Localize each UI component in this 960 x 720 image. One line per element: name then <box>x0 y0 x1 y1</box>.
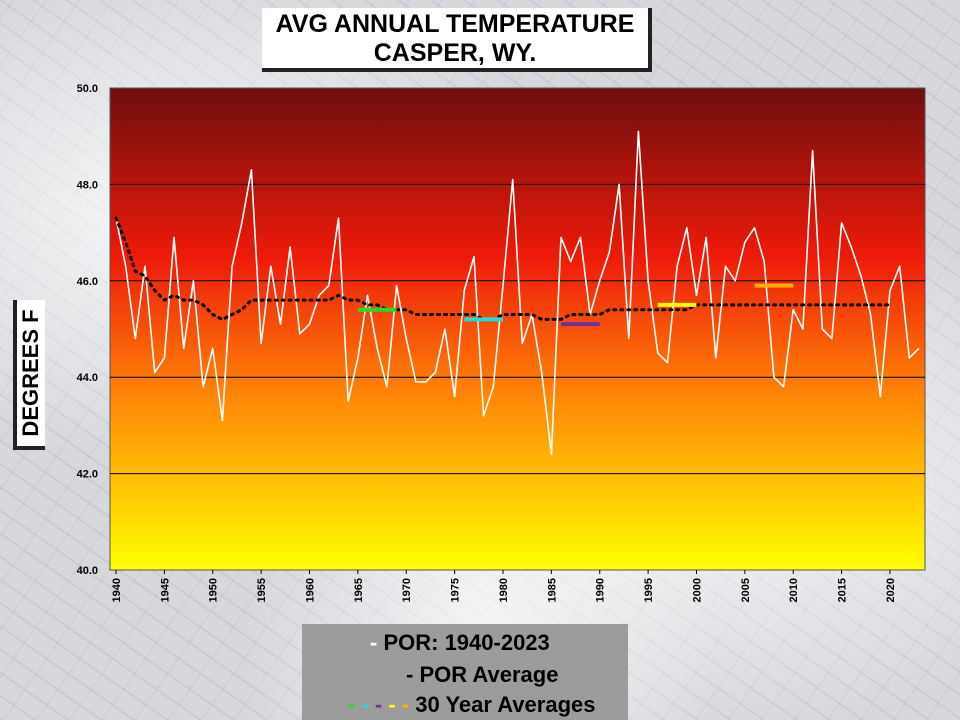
legend-color-dash: - <box>388 692 402 717</box>
x-tick-label: 2005 <box>740 578 752 602</box>
legend-marker-por-average: - <box>406 662 414 687</box>
legend-color-dash: - <box>361 692 375 717</box>
x-tick-label: 1985 <box>546 578 558 602</box>
legend-color-dash: - <box>374 692 389 717</box>
legend: - POR: 1940-2023 - POR Average - - - - -… <box>302 624 628 720</box>
legend-marker-por: - <box>370 630 378 655</box>
y-axis-label-box: DEGREES F <box>13 300 45 450</box>
x-tick-label: 1995 <box>643 578 655 602</box>
y-tick-label: 50.0 <box>77 83 98 95</box>
plot-background <box>109 87 926 571</box>
x-tick-label: 1955 <box>256 578 268 602</box>
chart-subtitle: CASPER, WY. <box>373 39 537 67</box>
x-tick-label: 1970 <box>401 578 413 602</box>
x-tick-label: 2010 <box>788 578 800 602</box>
x-tick-label: 1950 <box>208 578 220 602</box>
legend-color-dash: - <box>401 692 416 717</box>
legend-marker-30yr: - - - - - <box>348 692 415 717</box>
x-tick-label: 1965 <box>353 578 365 602</box>
x-tick-label: 2020 <box>885 578 897 602</box>
y-tick-label: 48.0 <box>77 179 98 191</box>
x-tick-label: 2000 <box>691 578 703 602</box>
legend-color-dash: - <box>348 692 362 717</box>
x-tick-label: 1940 <box>111 578 123 602</box>
legend-item-30yr: - - - - - 30 Year Averages <box>348 692 596 718</box>
legend-label-30yr: 30 Year Averages <box>415 692 596 717</box>
por-average-line <box>114 216 892 321</box>
y-tick-label: 46.0 <box>77 276 98 288</box>
y-tick-label: 44.0 <box>77 372 98 384</box>
chart-title: AVG ANNUAL TEMPERATURE <box>275 10 635 38</box>
legend-item-por-average: - POR Average <box>406 662 558 688</box>
x-tick-label: 1960 <box>304 578 316 602</box>
legend-label-por: POR: 1940-2023 <box>383 630 550 655</box>
y-tick-label: 42.0 <box>77 469 98 481</box>
legend-label-por-average: POR Average <box>419 662 559 687</box>
y-tick-label: 40.0 <box>77 565 98 577</box>
x-tick-label: 1975 <box>450 578 462 602</box>
legend-item-por: - POR: 1940-2023 <box>370 630 550 656</box>
x-tick-label: 2015 <box>837 578 849 602</box>
annual-temperature-line <box>115 130 920 456</box>
x-tick-label: 1980 <box>498 578 510 602</box>
chart-title-box: AVG ANNUAL TEMPERATURE CASPER, WY. <box>262 8 652 72</box>
x-tick-label: 1945 <box>159 578 171 602</box>
x-tick-label: 1990 <box>595 578 607 602</box>
